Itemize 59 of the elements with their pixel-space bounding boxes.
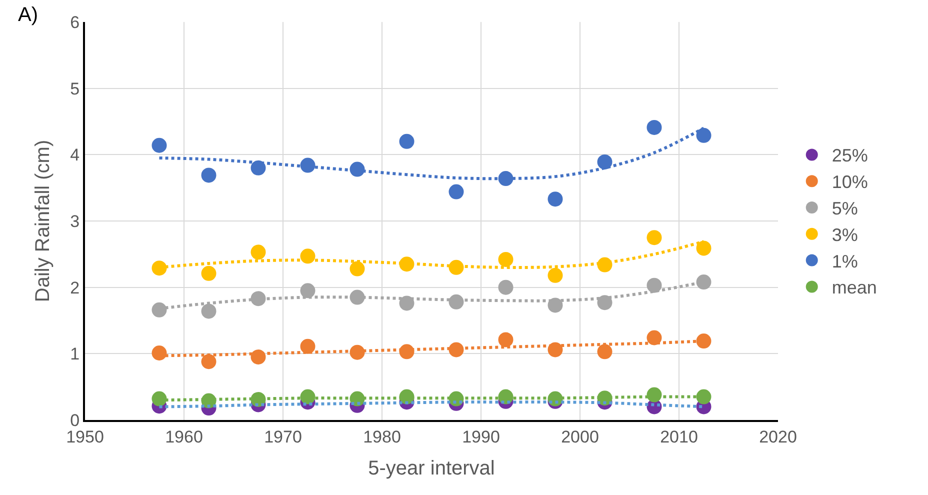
point bbox=[300, 283, 316, 298]
point bbox=[201, 304, 216, 319]
point bbox=[597, 154, 612, 170]
point bbox=[152, 391, 167, 406]
point bbox=[597, 344, 612, 360]
text: A) bbox=[18, 4, 38, 26]
point bbox=[498, 332, 514, 348]
point bbox=[646, 278, 662, 293]
y-tick-label: 3 bbox=[70, 212, 80, 231]
y-tick-label: 0 bbox=[70, 410, 80, 430]
point bbox=[498, 252, 514, 267]
point bbox=[152, 302, 167, 318]
point bbox=[696, 274, 712, 290]
x-tick-label: 1960 bbox=[165, 427, 203, 446]
point bbox=[696, 240, 712, 256]
point bbox=[696, 334, 712, 349]
point bbox=[350, 261, 365, 276]
point bbox=[548, 268, 563, 283]
point bbox=[646, 230, 662, 246]
point bbox=[201, 168, 216, 183]
point bbox=[399, 134, 414, 149]
point bbox=[152, 260, 167, 276]
y-axis-title: Daily Rainfall (cm) bbox=[32, 140, 54, 302]
point bbox=[597, 295, 612, 310]
point bbox=[300, 338, 316, 354]
x-tick-label: 1950 bbox=[66, 427, 104, 446]
point bbox=[646, 120, 662, 135]
y-tick-label: 4 bbox=[70, 146, 80, 165]
point bbox=[201, 354, 216, 370]
legend-label: 1% bbox=[832, 251, 858, 272]
point bbox=[696, 128, 712, 143]
x-tick-label: 1970 bbox=[264, 427, 302, 446]
point bbox=[399, 296, 414, 311]
x-tick-label: 2010 bbox=[660, 427, 698, 446]
legend-label: 5% bbox=[832, 198, 858, 219]
x-tick-label: 2020 bbox=[759, 427, 797, 446]
point bbox=[250, 244, 266, 260]
x-tick-label: 1990 bbox=[462, 427, 500, 446]
legend-label: 25% bbox=[832, 146, 868, 166]
y-tick-label: 2 bbox=[70, 278, 80, 298]
x-tick-label: 2000 bbox=[561, 427, 599, 446]
legend-label: mean bbox=[832, 278, 877, 298]
point bbox=[152, 138, 167, 153]
y-tick-label: 1 bbox=[70, 344, 80, 364]
x-axis-title: 5-year interval bbox=[368, 457, 495, 480]
legend-label: 10% bbox=[832, 172, 868, 192]
point bbox=[646, 330, 662, 346]
point bbox=[152, 346, 167, 360]
point bbox=[448, 184, 464, 200]
y-tick-label: 6 bbox=[70, 12, 80, 32]
point bbox=[201, 266, 216, 281]
point bbox=[548, 298, 563, 313]
point bbox=[696, 389, 712, 404]
legend-label: 3% bbox=[832, 224, 858, 245]
point bbox=[498, 280, 514, 295]
point bbox=[548, 192, 563, 207]
point bbox=[250, 160, 266, 176]
y-tick-label: 5 bbox=[70, 79, 80, 98]
x-tick-label: 1980 bbox=[363, 427, 401, 446]
